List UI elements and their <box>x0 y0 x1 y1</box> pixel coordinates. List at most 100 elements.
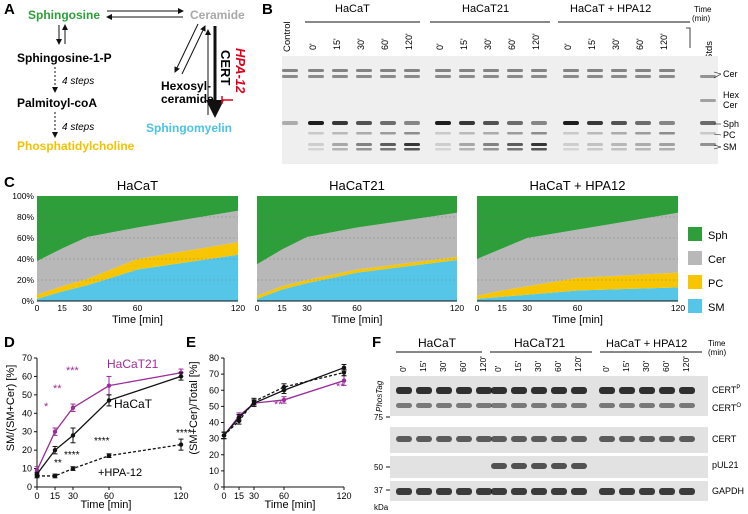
panel-letter-e: E <box>186 334 196 351</box>
wb-time-label: 30' <box>438 361 448 372</box>
tlc-band-cer <box>308 75 324 78</box>
area-x-tick: 30 <box>302 303 312 313</box>
wb-band-cert-p <box>396 387 412 394</box>
wb-time-label-1: Time <box>708 339 726 348</box>
sphingosine-label: Sphingosine <box>28 8 100 22</box>
tlc-time-label: 120' <box>659 33 669 50</box>
band-label-pc: PC <box>723 130 736 140</box>
wb-band-cert-p <box>659 387 675 394</box>
wb-band-gapdh <box>491 488 507 495</box>
tlc-band-cer <box>659 75 675 78</box>
tlc-band-sm <box>635 143 651 146</box>
wb-time-label: 15' <box>513 361 523 372</box>
wb-time-label: 15' <box>621 361 631 372</box>
wb-time-label: 60' <box>553 361 563 372</box>
wb-band-cert <box>436 436 452 442</box>
e-star-1: ** <box>274 399 283 411</box>
tlc-band-sph <box>700 121 716 125</box>
data-point <box>70 405 76 410</box>
mw-37: 37 <box>374 486 383 495</box>
x-tick-label: 60 <box>279 491 289 501</box>
wb-band-gapdh <box>571 488 587 495</box>
tlc-band-pc <box>404 132 420 135</box>
d-label-hacat: HaCaT <box>114 397 153 411</box>
wb-band-cert-o <box>599 403 615 408</box>
tlc-band-pc <box>635 132 651 135</box>
area-chart-title: HaCaT + HPA12 <box>530 178 626 193</box>
tlc-band-cer <box>587 69 603 72</box>
tlc-band-cer <box>611 75 627 78</box>
cert-label: CERT <box>218 50 233 85</box>
area-x-tick: 120 <box>231 303 245 313</box>
tlc-band-sph <box>659 121 675 125</box>
area-x-tick: 15 <box>277 303 287 313</box>
x-tick-label: 120 <box>173 491 188 501</box>
tlc-band-sph <box>332 121 348 125</box>
pc-label: Phosphatidylcholine <box>17 139 135 153</box>
wb-band-cert-o <box>491 403 507 408</box>
wb-band-cert <box>416 436 432 442</box>
tlc-band-pc <box>611 132 627 135</box>
s1p-label: Sphingosine-1-P <box>17 51 112 65</box>
tlc-band-cer <box>435 69 451 72</box>
area-pc <box>477 272 678 299</box>
tlc-band-sm <box>531 143 547 146</box>
area-x-tick: 60 <box>352 303 362 313</box>
wb-time-label: 60' <box>458 361 468 372</box>
data-point <box>341 370 347 375</box>
tlc-band-sm <box>435 148 451 151</box>
wb-band-cert-o <box>679 403 695 408</box>
tlc-band-sm <box>356 143 372 146</box>
wb-group-hacat21: HaCaT21 <box>514 336 566 350</box>
area-x-tick: 15 <box>497 303 507 313</box>
panel-b: B Control HaCaT HaCaT21 HaCaT + HPA12 0'… <box>262 1 740 164</box>
wb-group-hpa: HaCaT + HPA12 <box>606 338 687 350</box>
d-star-1: * <box>44 401 49 413</box>
tlc-band-sph <box>380 121 396 125</box>
tlc-band-sph <box>531 121 547 125</box>
x-tick-label: 60 <box>104 491 114 501</box>
e-star-2: ** <box>336 381 345 393</box>
hpa-label: HPA-12 <box>233 48 248 94</box>
chart-d: 0 10 20 30 40 50 60 70 0 15 30 60 120 <box>22 353 189 501</box>
wb-band-cert-o <box>416 403 432 408</box>
steps-label-2: 4 steps <box>62 122 94 133</box>
tlc-time-label: 30' <box>356 38 366 50</box>
x-tick-label: 120 <box>336 491 351 501</box>
wb-band-gapdh <box>679 488 695 495</box>
wb-band-cert-o <box>396 403 412 408</box>
wb-band-cert <box>511 436 527 442</box>
panel-letter-c: C <box>4 174 15 191</box>
x-tick-label: 15 <box>234 491 244 501</box>
tlc-band-sm <box>659 148 675 151</box>
wb-band-gapdh <box>511 488 527 495</box>
tlc-time-label: 60' <box>380 38 390 50</box>
area-sm <box>477 287 678 301</box>
d-label-hpa: +HPA-12 <box>98 467 142 479</box>
wb-band-pul21 <box>551 463 567 469</box>
tlc-band-cer <box>332 69 348 72</box>
data-point <box>70 466 76 471</box>
tlc-group-hacat: HaCaT <box>335 3 370 15</box>
wb-time-labels: 0' 15' 30' 60' 120' 0' 15' 30' 60' 120' 0' 15' 30' 60… <box>398 356 691 372</box>
tlc-band-cer <box>483 75 499 78</box>
band-label-hexcer: Cer <box>723 100 738 110</box>
tlc-band-sph <box>435 121 451 125</box>
tlc-band-sm <box>380 143 396 146</box>
tlc-band-cer <box>380 69 396 72</box>
tlc-band-sm <box>308 148 324 151</box>
wb-band-cert-p <box>416 387 432 394</box>
data-point <box>221 433 227 438</box>
panel-e: E 0 10 20 30 40 50 60 70 80 0 15 30 60 120 (SM+Cer)/T… <box>186 334 352 511</box>
area-x-label: Time [min] <box>552 314 603 326</box>
tlc-band-sm <box>531 148 547 151</box>
area-y-tick: 100% <box>12 191 34 201</box>
legend-label-sm: SM <box>708 302 725 314</box>
tlc-time-label: 60' <box>507 38 517 50</box>
area-x-tick: 30 <box>523 303 533 313</box>
area-x-tick: 0 <box>255 303 260 313</box>
tlc-band-sm <box>404 148 420 151</box>
area-x-tick: 60 <box>573 303 583 313</box>
wb-time-label: 0' <box>493 365 503 372</box>
data-point <box>34 468 40 473</box>
